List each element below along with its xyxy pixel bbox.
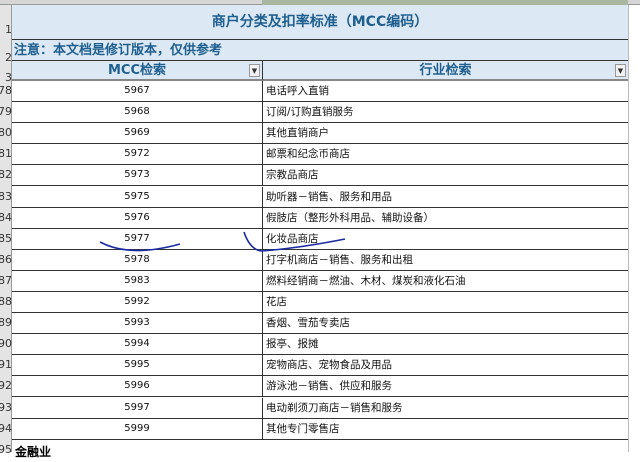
industry-name[interactable]: 香烟、雪茄专卖店 [262,313,628,334]
industry-name[interactable]: 电动剃须刀商店－销售和服务 [262,397,628,418]
row-number[interactable]: 84 [0,210,12,224]
table-row[interactable]: 5976 假肢店（整形外科用品、辅助设备） [12,207,628,229]
row-number[interactable]: 80 [0,126,12,140]
table-row[interactable]: 5977 化妆品商店 [12,228,628,250]
section-label-finance[interactable]: 金融业 [15,445,52,459]
industry-name[interactable]: 打字机商店－销售、服务和出租 [262,249,628,270]
industry-name[interactable]: 宗教品商店 [262,165,628,186]
mcc-code[interactable]: 5996 [124,380,150,392]
filter-dropdown-icon[interactable]: ▼ [249,64,260,77]
row-number[interactable]: 93 [0,400,12,414]
mcc-code[interactable]: 5993 [124,317,150,329]
row-number[interactable]: 89 [0,316,12,330]
next-column-edge [628,5,640,452]
header-mcc[interactable]: MCC检索 ▼ [12,61,262,81]
mcc-code[interactable]: 5976 [124,211,150,223]
industry-name[interactable]: 花店 [262,292,628,313]
table-row[interactable]: 5994 报亭、报摊 [12,334,628,356]
table-row[interactable]: 5992 花店 [12,292,628,314]
row-number[interactable]: 81 [0,147,12,161]
mcc-code[interactable]: 5983 [124,274,150,286]
industry-name[interactable]: 邮票和纪念币商店 [262,144,628,165]
revision-note[interactable]: 注意：本文档是修订版本，仅供参考 [12,40,628,61]
table-row[interactable]: 5983 燃料经销商－燃油、木材、煤炭和液化石油 [12,270,628,292]
industry-name[interactable]: 报亭、报摊 [262,334,628,355]
mcc-code[interactable]: 5969 [124,127,150,139]
mcc-code[interactable]: 5997 [124,401,150,413]
mcc-code[interactable]: 5994 [124,338,150,350]
row-number[interactable]: 90 [0,337,12,351]
mcc-code[interactable]: 5972 [124,148,150,160]
industry-name[interactable]: 助听器－销售、服务和用品 [262,186,628,207]
column-header-bar[interactable] [0,0,640,5]
table-row[interactable]: 5973 宗教品商店 [12,165,628,187]
row-number[interactable]: 87 [0,273,12,287]
row-number[interactable]: 94 [0,421,12,435]
table-row[interactable]: 5996 游泳池－销售、供应和服务 [12,376,628,398]
mcc-code[interactable]: 5975 [124,190,150,202]
table-row[interactable]: 5978 打字机商店－销售、服务和出租 [12,249,628,271]
row-number[interactable]: 85 [0,231,12,245]
industry-name[interactable]: 游泳池－销售、供应和服务 [262,376,628,397]
row-number[interactable]: 2 [5,51,12,64]
table-row[interactable]: 5993 香烟、雪茄专卖店 [12,313,628,335]
row-number-column[interactable]: 1 2 3 78 79 80 81 82 83 84 85 86 87 88 89 90 91 92 93 94 95 [0,5,12,456]
mcc-code[interactable]: 5973 [124,169,150,181]
industry-name[interactable]: 宠物商店、宠物食品及用品 [262,355,628,376]
header-industry-label: 行业检索 [419,63,472,78]
row-number[interactable]: 91 [0,358,12,372]
row-number[interactable]: 83 [0,189,12,203]
mcc-code[interactable]: 5999 [124,422,150,434]
row-number[interactable]: 86 [0,252,12,266]
industry-name[interactable]: 化妆品商店 [262,228,628,249]
table-row[interactable]: 5967 电话呼入直销 [12,81,628,103]
header-industry[interactable]: 行业检索 ▼ [262,61,628,81]
row-number[interactable]: 92 [0,379,12,393]
row-number[interactable]: 79 [0,105,12,119]
mcc-code[interactable]: 5968 [124,106,150,118]
mcc-code[interactable]: 5995 [124,359,150,371]
mcc-code[interactable]: 5967 [124,85,150,96]
row-number[interactable]: 78 [0,84,12,97]
table-row[interactable]: 5995 宠物商店、宠物食品及用品 [12,355,628,377]
row-number[interactable]: 1 [5,23,12,36]
table-row[interactable]: 5999 其他专门零售店 [12,418,628,440]
row-number[interactable]: 95 [0,442,12,456]
industry-name[interactable]: 电话呼入直销 [262,81,628,102]
row-number[interactable]: 3 [5,71,12,84]
table-row[interactable]: 5975 助听器－销售、服务和用品 [12,186,628,208]
industry-name[interactable]: 订阅/订购直销服务 [262,102,628,123]
industry-name[interactable]: 燃料经销商－燃油、木材、煤炭和液化石油 [262,270,628,291]
table-row[interactable]: 5972 邮票和纪念币商店 [12,144,628,166]
mcc-code[interactable]: 5978 [124,253,150,265]
mcc-code[interactable]: 5977 [124,232,150,244]
row-number[interactable]: 88 [0,295,12,308]
header-mcc-label: MCC检索 [107,63,167,78]
filter-dropdown-icon[interactable]: ▼ [615,64,626,77]
sheet-title[interactable]: 商户分类及扣率标准（MCC编码） [12,5,628,40]
industry-name[interactable]: 其他直销商户 [262,123,628,144]
industry-name[interactable]: 其他专门零售店 [262,418,628,439]
mcc-code[interactable]: 5992 [124,296,150,307]
industry-name[interactable]: 假肢店（整形外科用品、辅助设备） [262,207,628,228]
selected-column-header[interactable] [262,0,628,5]
row-number[interactable]: 82 [0,168,12,182]
table-row[interactable]: 5969 其他直销商户 [12,123,628,145]
table-row[interactable]: 5968 订阅/订购直销服务 [12,102,628,124]
table-row[interactable]: 5997 电动剃须刀商店－销售和服务 [12,397,628,419]
